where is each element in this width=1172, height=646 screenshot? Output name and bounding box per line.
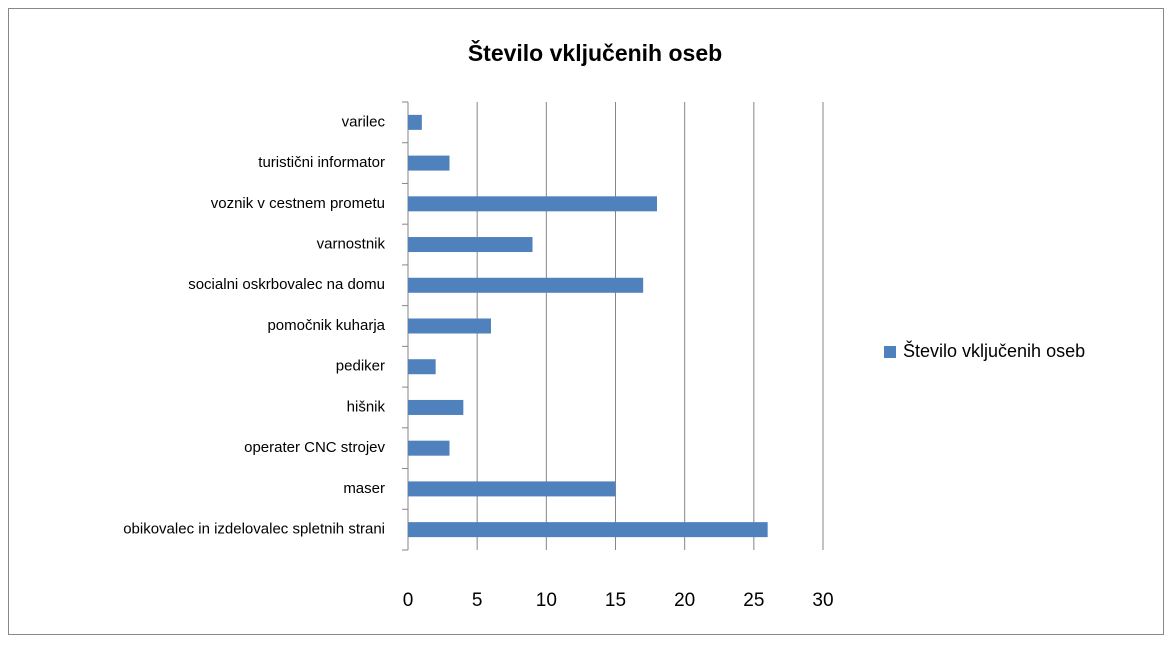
bar — [408, 318, 491, 334]
y-tick-label: turistični informator — [258, 154, 385, 171]
x-tick-label: 20 — [674, 590, 695, 611]
x-tick-label: 25 — [743, 590, 764, 611]
y-tick-label: maser — [343, 480, 385, 497]
x-tick-label: 5 — [472, 590, 483, 611]
bar — [408, 196, 657, 212]
legend-swatch — [884, 346, 896, 358]
x-tick-label: 10 — [536, 590, 557, 611]
bar — [408, 237, 533, 253]
y-tick-label: hišnik — [347, 398, 386, 415]
bar — [408, 155, 450, 171]
y-tick-label: pomočnik kuharja — [267, 317, 385, 334]
legend-label: Število vključenih oseb — [903, 340, 1085, 361]
y-tick-label: operater CNC strojev — [244, 439, 385, 456]
bar — [408, 114, 422, 130]
bar — [408, 359, 436, 375]
x-tick-label: 0 — [403, 590, 414, 611]
bar — [408, 277, 644, 293]
y-tick-label: varnostnik — [317, 236, 386, 253]
y-tick-label: varilec — [342, 113, 386, 130]
y-tick-label: voznik v cestnem prometu — [211, 195, 385, 212]
chart-title: Število vključenih oseb — [468, 39, 722, 66]
bar — [408, 399, 464, 415]
bar — [408, 481, 616, 497]
bar — [408, 440, 450, 456]
y-tick-label: socialni oskrbovalec na domu — [188, 276, 385, 293]
y-tick-label: obikovalec in izdelovalec spletnih stran… — [123, 521, 385, 538]
x-tick-label: 15 — [605, 590, 626, 611]
x-tick-label: 30 — [812, 590, 833, 611]
chart-border — [8, 8, 1164, 635]
y-tick-label: pediker — [336, 358, 385, 375]
bar — [408, 522, 768, 538]
